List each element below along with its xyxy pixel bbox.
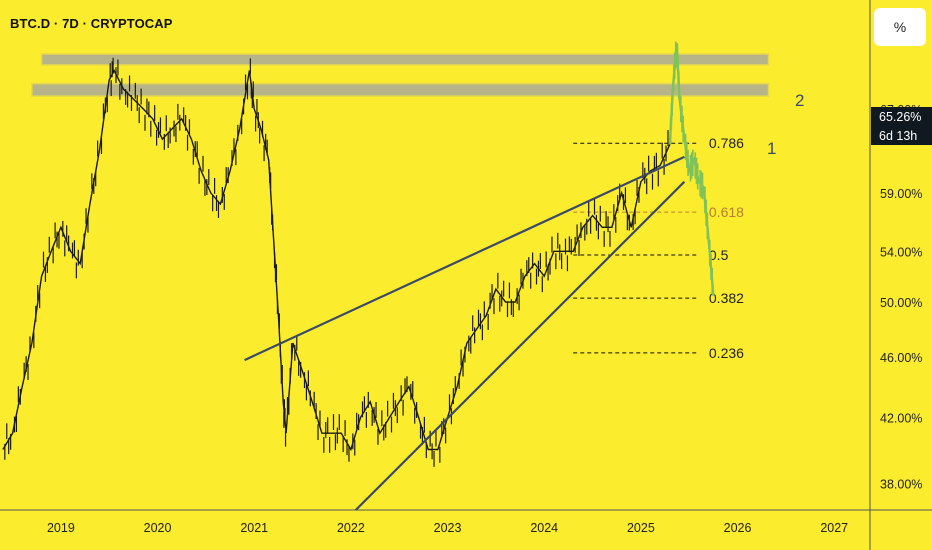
fib-label-0.5: 0.5 xyxy=(709,247,729,263)
x-tick-label: 2023 xyxy=(434,521,462,535)
price-series xyxy=(2,41,715,467)
x-axis-labels: 2019 2020 2021 2022 2023 2024 2025 2026 2027 xyxy=(47,521,848,535)
percent-scale-button[interactable]: % xyxy=(874,8,926,46)
x-tick-label: 2019 xyxy=(47,521,75,535)
x-tick-label: 2020 xyxy=(144,521,172,535)
fib-label-0.236: 0.236 xyxy=(709,345,744,361)
x-tick-label: 2022 xyxy=(337,521,365,535)
y-tick-label: 50.00% xyxy=(880,296,922,310)
fib-label-0.618: 0.618 xyxy=(709,204,744,220)
y-tick-label: 42.00% xyxy=(880,411,922,425)
zone-marker-1: 1 xyxy=(767,139,776,158)
x-tick-label: 2024 xyxy=(530,521,558,535)
current-value-badge: 65.26% xyxy=(871,107,932,127)
resistance-zone-2 xyxy=(40,53,770,66)
trendline-1 xyxy=(244,155,685,362)
resistance-zones xyxy=(31,53,770,97)
y-tick-label: 46.00% xyxy=(880,351,922,365)
y-tick-label: 54.00% xyxy=(880,245,922,259)
y-tick-label: 38.00% xyxy=(880,477,922,491)
x-tick-label: 2025 xyxy=(627,521,655,535)
zone-marker-2: 2 xyxy=(795,91,804,110)
fib-label-0.786: 0.786 xyxy=(709,135,744,151)
bar-countdown-badge: 6d 13h xyxy=(871,126,932,146)
trendline-2 xyxy=(354,180,686,511)
trendlines xyxy=(244,155,686,511)
symbol-title[interactable]: BTC.D · 7D · CRYPTOCAP xyxy=(10,16,173,31)
y-tick-label: 59.00% xyxy=(880,187,922,201)
x-tick-label: 2026 xyxy=(724,521,752,535)
resistance-zone-1 xyxy=(31,82,770,97)
fib-levels: 0.786 0.618 0.5 0.382 0.236 xyxy=(573,135,744,361)
x-tick-label: 2021 xyxy=(240,521,268,535)
fib-label-0.382: 0.382 xyxy=(709,290,744,306)
x-tick-label: 2027 xyxy=(820,521,848,535)
